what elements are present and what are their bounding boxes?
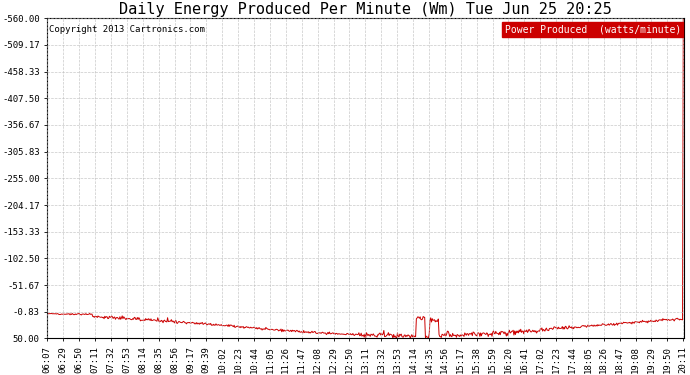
Text: Copyright 2013 Cartronics.com: Copyright 2013 Cartronics.com [48, 25, 204, 34]
Title: Daily Energy Produced Per Minute (Wm) Tue Jun 25 20:25: Daily Energy Produced Per Minute (Wm) Tu… [119, 2, 612, 17]
Text: Power Produced  (watts/minute): Power Produced (watts/minute) [504, 25, 681, 34]
